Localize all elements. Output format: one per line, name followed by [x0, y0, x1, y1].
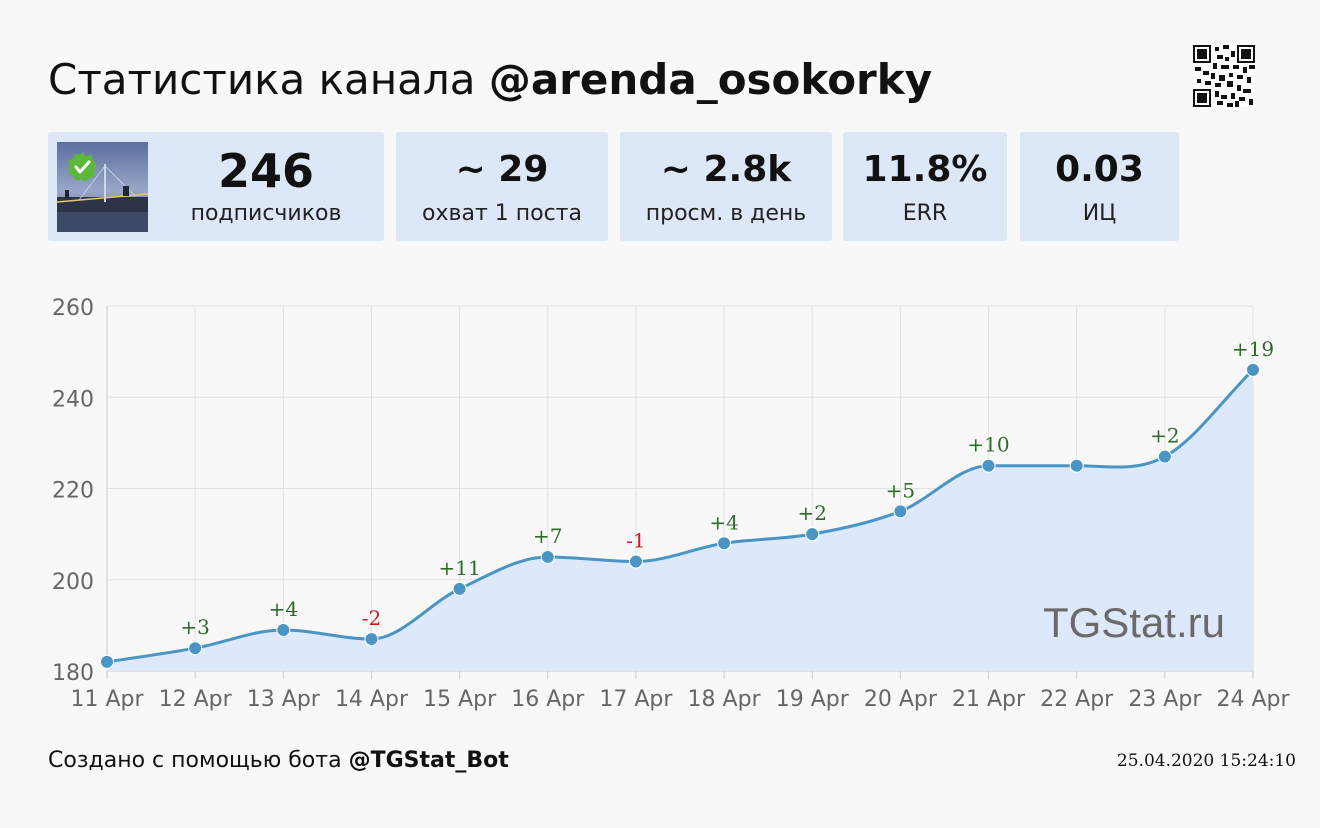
daily-views-label: просм. в день: [645, 201, 807, 226]
data-point: [364, 632, 379, 647]
footer-credit: Создано с помощью бота @TGStat_Bot: [48, 746, 509, 776]
timestamp: 25.04.2020 15:24:10: [1116, 751, 1296, 771]
y-tick-label: 200: [52, 570, 94, 595]
footer-prefix: Создано с помощью бота: [48, 748, 349, 773]
delta-label: +10: [967, 433, 1009, 457]
delta-label: -1: [626, 529, 645, 553]
x-tick-label: 18 Apr: [688, 687, 762, 712]
delta-label: -2: [362, 606, 381, 630]
reach-card: ~ 29 охват 1 поста: [396, 132, 608, 241]
qr-code-icon: [1193, 45, 1255, 107]
watermark: TGStat.ru: [1043, 599, 1225, 646]
data-point: [540, 549, 555, 564]
data-point: [276, 622, 291, 637]
subscribers-line-chart: 260 240 220 200 180 TGStat.ru +3 +4 -2 +11 +7 -1 +4 +…: [52, 296, 1290, 712]
delta-label: +7: [533, 524, 562, 548]
x-tick-label: 13 Apr: [247, 687, 321, 712]
channel-avatar: [57, 142, 148, 232]
subscribers-label: подписчиков: [190, 201, 342, 226]
delta-label: +5: [886, 478, 915, 502]
err-card: 11.8% ERR: [843, 132, 1007, 241]
daily-views-card: ~ 2.8k просм. в день: [620, 132, 832, 241]
citation-index-card: 0.03 ИЦ: [1020, 132, 1179, 241]
err-value: 11.8%: [862, 149, 988, 190]
page-title: Статистика канала @arenda_osokorky: [48, 52, 932, 108]
x-tick-label: 16 Apr: [511, 687, 585, 712]
x-tick-label: 19 Apr: [776, 687, 850, 712]
reach-label: охват 1 поста: [422, 201, 582, 226]
reach-value: ~ 29: [455, 149, 549, 190]
delta-label: +2: [1150, 424, 1179, 448]
err-label: ERR: [902, 201, 948, 226]
subscribers-value: 246: [217, 144, 315, 198]
citation-index-label: ИЦ: [1082, 201, 1117, 226]
x-tick-label: 23 Apr: [1128, 687, 1202, 712]
data-point: [188, 641, 203, 656]
title-prefix: Статистика канала: [48, 55, 489, 104]
y-tick-label: 240: [52, 387, 94, 412]
data-point: [100, 654, 114, 669]
data-point: [717, 536, 732, 551]
series-area: [107, 369, 1253, 671]
data-point: [981, 458, 996, 473]
stats-cards: 246 подписчиков ~ 29 охват 1 поста ~ 2.8…: [48, 132, 1188, 241]
data-point: [452, 581, 467, 596]
daily-views-value: ~ 2.8k: [660, 149, 792, 190]
data-point: [805, 527, 820, 542]
x-tick-label: 21 Apr: [952, 687, 1026, 712]
delta-label: +19: [1232, 337, 1274, 361]
data-point: [893, 504, 908, 519]
x-tick-label: 15 Apr: [423, 687, 497, 712]
x-tick-label: 14 Apr: [335, 687, 409, 712]
x-tick-label: 22 Apr: [1040, 687, 1114, 712]
delta-label: +3: [180, 615, 209, 639]
x-tick-label: 17 Apr: [599, 687, 673, 712]
delta-label: +4: [709, 510, 738, 534]
y-tick-label: 220: [52, 479, 94, 504]
x-tick-label: 12 Apr: [159, 687, 233, 712]
citation-index-value: 0.03: [1055, 149, 1144, 190]
delta-label: +4: [269, 597, 298, 621]
y-tick-label: 180: [52, 661, 94, 686]
x-tick-label: 11 Apr: [70, 687, 144, 712]
data-point: [1157, 449, 1172, 464]
channel-handle: @arenda_osokorky: [488, 55, 933, 104]
delta-label: +2: [797, 501, 826, 525]
y-tick-label: 260: [52, 296, 94, 321]
delta-label: +11: [439, 556, 481, 580]
data-point: [628, 554, 643, 569]
subscribers-card: 246 подписчиков: [48, 132, 384, 241]
x-tick-label: 20 Apr: [864, 687, 938, 712]
bot-link[interactable]: @TGStat_Bot: [348, 748, 509, 773]
data-point: [1069, 458, 1084, 473]
x-tick-label: 24 Apr: [1216, 687, 1290, 712]
data-point: [1246, 362, 1260, 377]
